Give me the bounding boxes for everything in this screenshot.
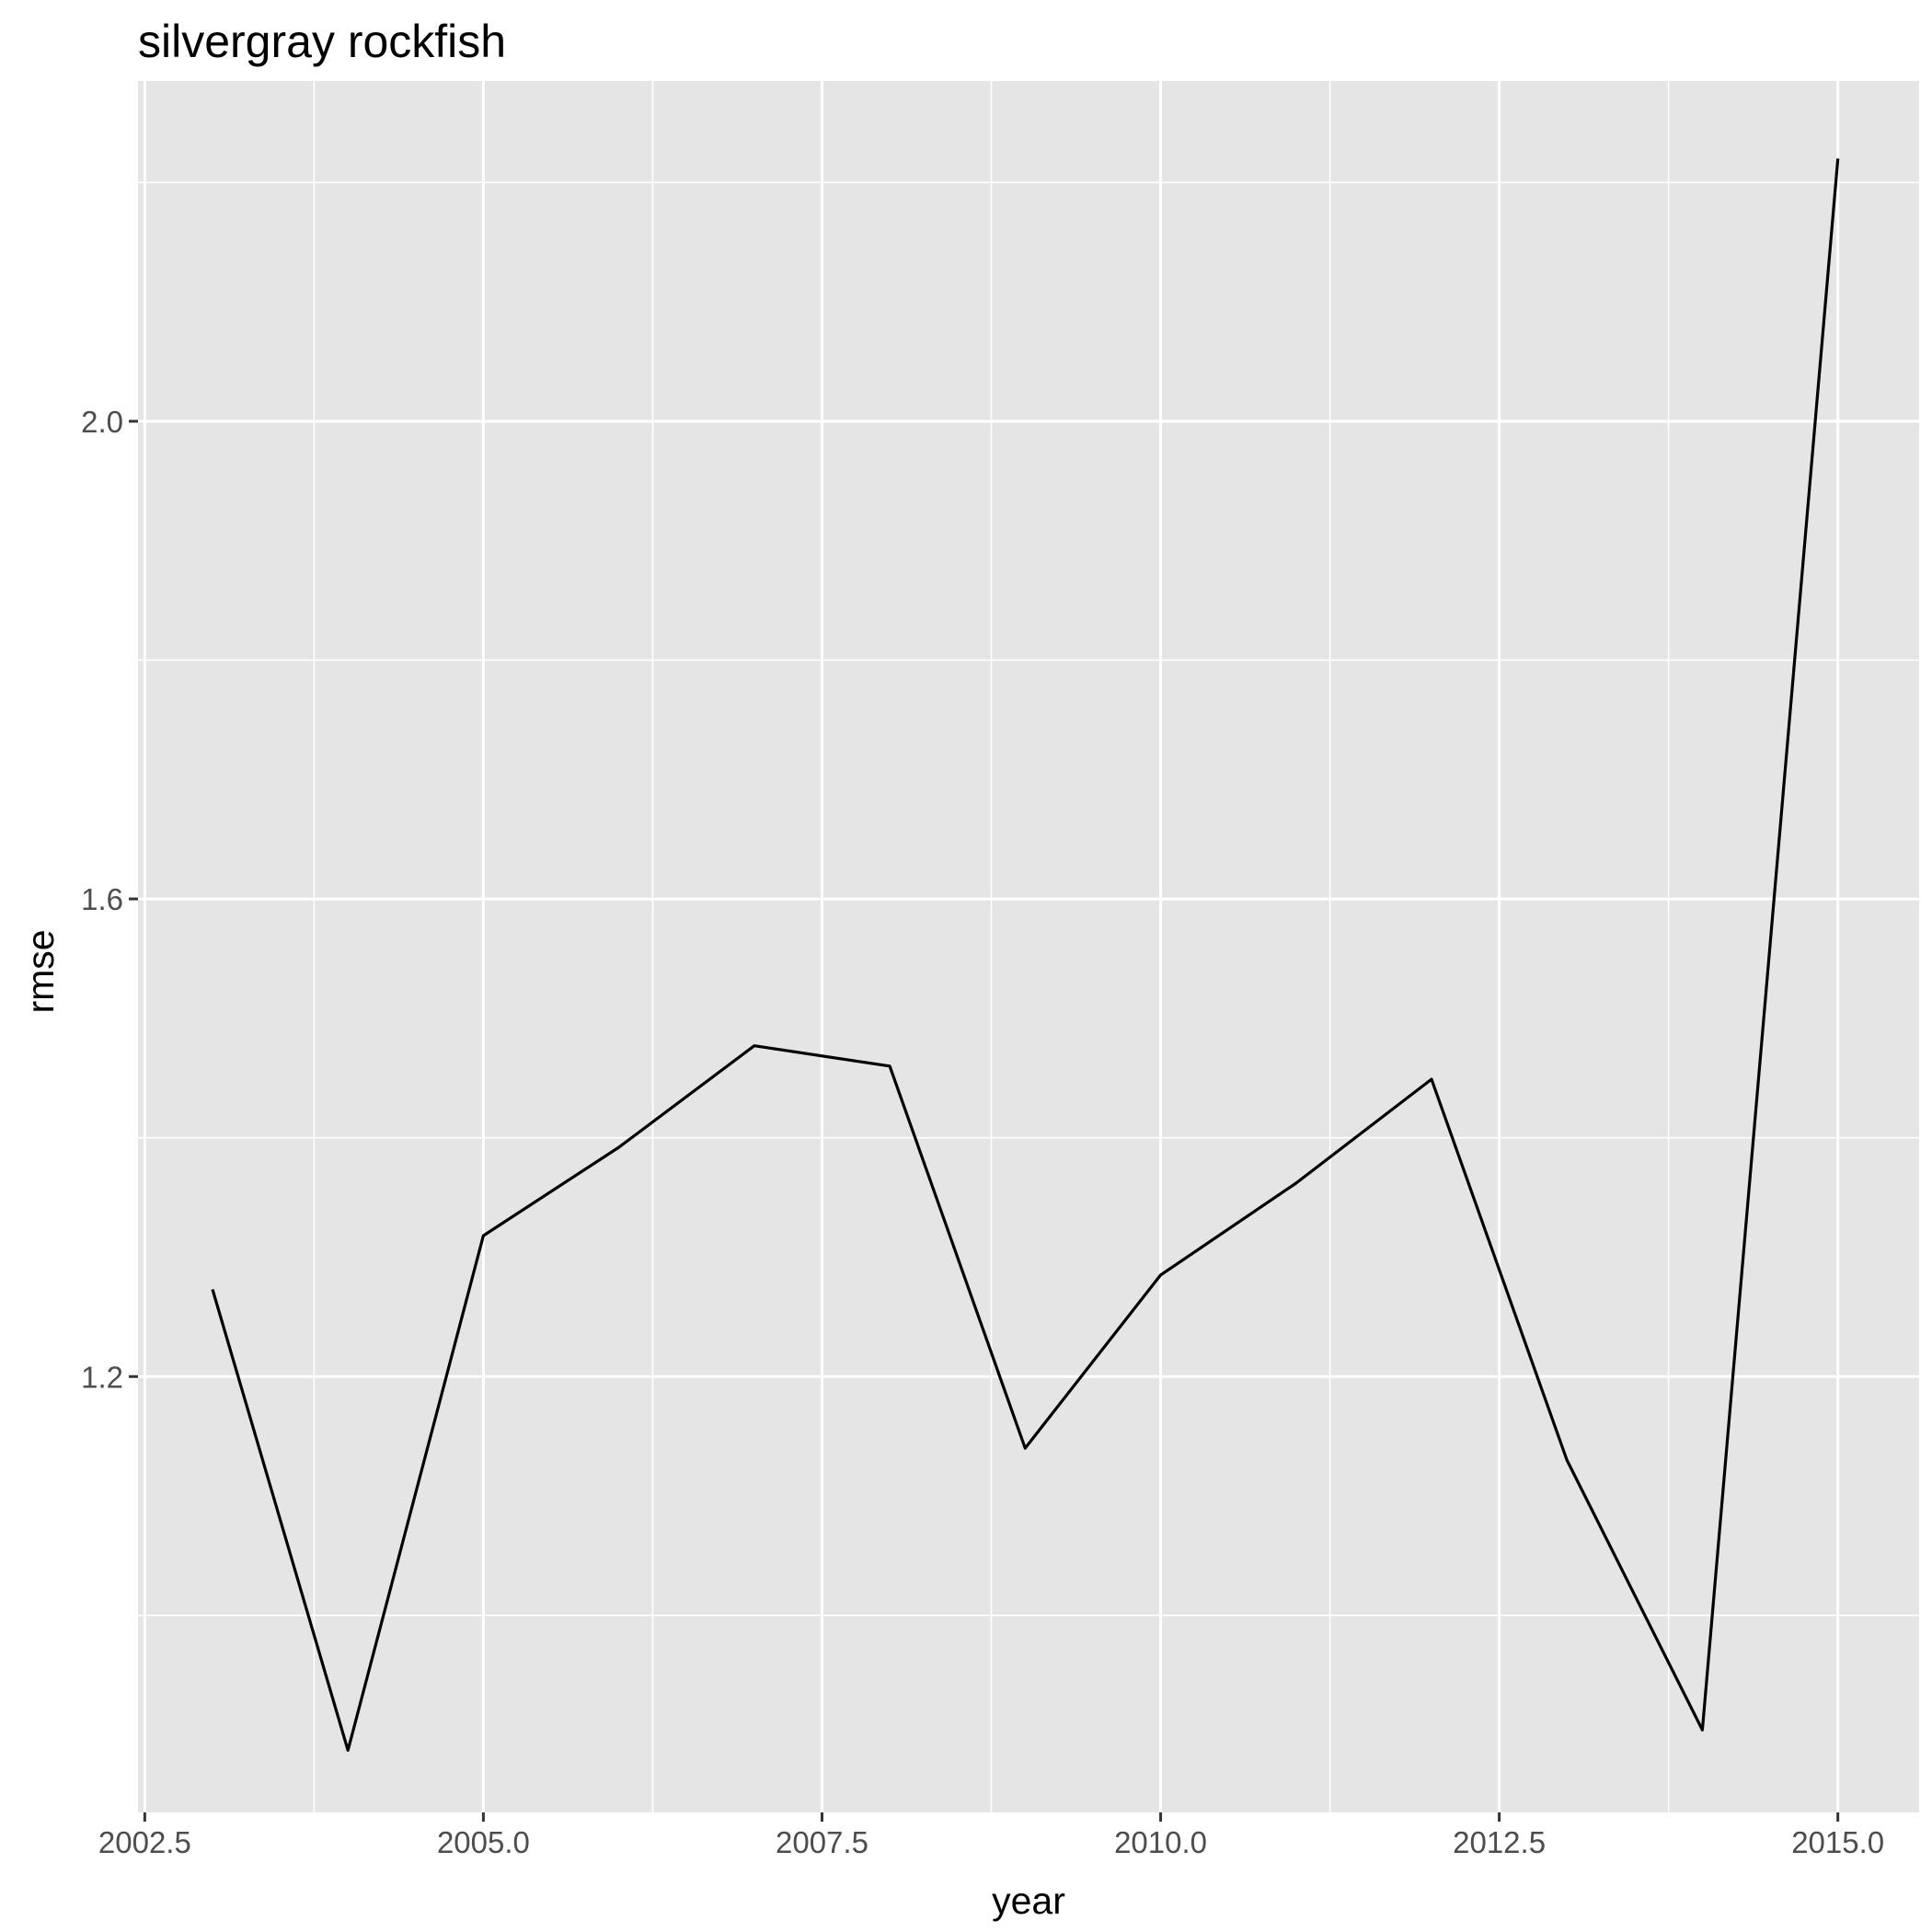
minor-gridlines: [138, 81, 1919, 1812]
series-line: [211, 158, 1840, 1753]
x-tick-label: 2007.5: [776, 1825, 868, 1859]
x-tick-label: 2015.0: [1791, 1825, 1884, 1859]
x-axis-title: year: [992, 1880, 1065, 1922]
chart-title: silvergray rockfish: [138, 16, 506, 67]
y-tick-label: 1.2: [81, 1360, 123, 1394]
y-tick-label: 1.6: [81, 882, 123, 916]
x-tick-label: 2012.5: [1453, 1825, 1546, 1859]
y-axis-title: rmse: [19, 929, 62, 1013]
major-gridlines: [138, 81, 1919, 1812]
x-tick-label: 2010.0: [1114, 1825, 1207, 1859]
y-tick-label: 2.0: [81, 405, 123, 439]
y-axis: 1.2 1.6 2.0: [81, 405, 138, 1394]
series-layer: [211, 158, 1840, 1753]
x-tick-label: 2002.5: [98, 1825, 191, 1859]
plot-panel: [138, 81, 1919, 1812]
x-axis: 2002.5 2005.0 2007.5 2010.0 2012.5 2015.0: [98, 1812, 1884, 1859]
x-tick-label: 2005.0: [437, 1825, 530, 1859]
